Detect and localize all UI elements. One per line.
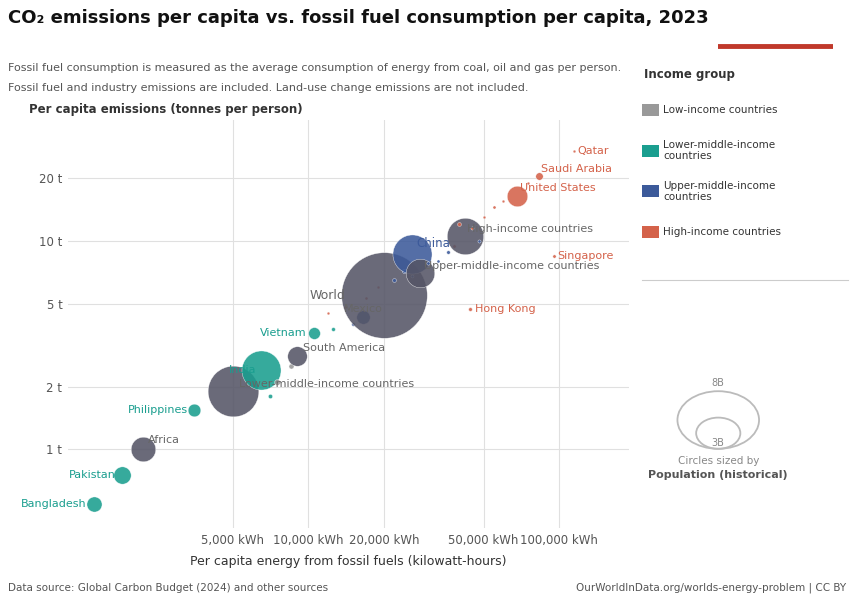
Text: Singapore: Singapore [557,251,614,260]
Point [473,236,486,246]
Point [458,232,472,241]
Point [532,171,546,181]
Point [326,324,339,334]
Point [432,256,445,266]
Point [397,266,411,275]
Text: Qatar: Qatar [577,146,609,156]
Text: Vietnam: Vietnam [259,328,306,338]
Text: Fossil fuel consumption is measured as the average consumption of energy from co: Fossil fuel consumption is measured as t… [8,63,621,73]
Text: Our World: Our World [744,17,808,26]
Text: High-income countries: High-income countries [663,227,781,237]
Point [405,271,419,281]
Text: Circles sized by: Circles sized by [677,456,759,466]
Text: Lower-middle-income
countries: Lower-middle-income countries [663,140,775,161]
Text: India: India [229,365,257,375]
Point [263,391,276,401]
Point [270,377,284,387]
Text: Upper-middle-income
countries: Upper-middle-income countries [663,181,775,202]
Point [441,248,455,257]
Text: South America: South America [303,343,385,353]
Text: United States: United States [520,183,596,193]
Point [388,275,401,285]
Text: Lower-middle-income countries: Lower-middle-income countries [239,379,414,389]
Point [547,251,560,260]
Point [465,223,479,233]
Point [284,362,298,371]
Text: China: China [416,238,450,250]
Text: Philippines: Philippines [128,405,188,415]
Text: Pakistan: Pakistan [69,470,116,481]
Text: Bangladesh: Bangladesh [20,499,86,509]
Point [321,308,335,318]
Text: Hong Kong: Hong Kong [474,304,536,314]
Text: High-income countries: High-income countries [468,224,593,234]
Text: Population (historical): Population (historical) [649,470,788,480]
Point [521,178,535,188]
Point [307,329,320,338]
Point [405,249,419,259]
Text: Saudi Arabia: Saudi Arabia [541,164,612,174]
Point [290,352,303,361]
Point [510,191,524,200]
Text: 3B: 3B [711,438,725,448]
Point [226,386,240,396]
Point [255,365,269,375]
Text: Fossil fuel and industry emissions are included. Land-use change emissions are n: Fossil fuel and industry emissions are i… [8,83,529,93]
Point [371,283,385,292]
Point [346,319,360,329]
Point [187,405,201,415]
Point [377,290,391,300]
X-axis label: Per capita energy from fossil fuels (kilowatt-hours): Per capita energy from fossil fuels (kil… [190,555,507,568]
Text: Per capita emissions (tonnes per person): Per capita emissions (tonnes per person) [29,103,303,116]
Point [463,304,477,314]
Text: Mexico: Mexico [343,304,382,314]
Point [422,259,435,268]
Text: Upper-middle-income countries: Upper-middle-income countries [424,260,600,271]
Point [338,302,352,312]
Text: Low-income countries: Low-income countries [663,105,778,115]
Point [452,220,466,229]
Point [496,196,510,206]
Text: OurWorldInData.org/worlds-energy-problem | CC BY: OurWorldInData.org/worlds-energy-problem… [575,582,846,593]
Text: CO₂ emissions per capita vs. fossil fuel consumption per capita, 2023: CO₂ emissions per capita vs. fossil fuel… [8,9,709,27]
Point [115,470,128,480]
Point [356,313,370,322]
Point [137,445,150,454]
Point [414,268,428,278]
Text: Income group: Income group [644,68,735,81]
Point [477,212,490,222]
Point [360,293,373,303]
Text: in Data: in Data [753,35,798,45]
Point [88,499,101,508]
Point [447,241,461,250]
Text: Data source: Global Carbon Budget (2024) and other sources: Data source: Global Carbon Budget (2024)… [8,583,329,593]
Text: Africa: Africa [148,435,180,445]
Text: 8B: 8B [711,378,725,388]
Text: World: World [309,289,345,302]
Point [568,146,581,156]
Point [487,202,501,212]
